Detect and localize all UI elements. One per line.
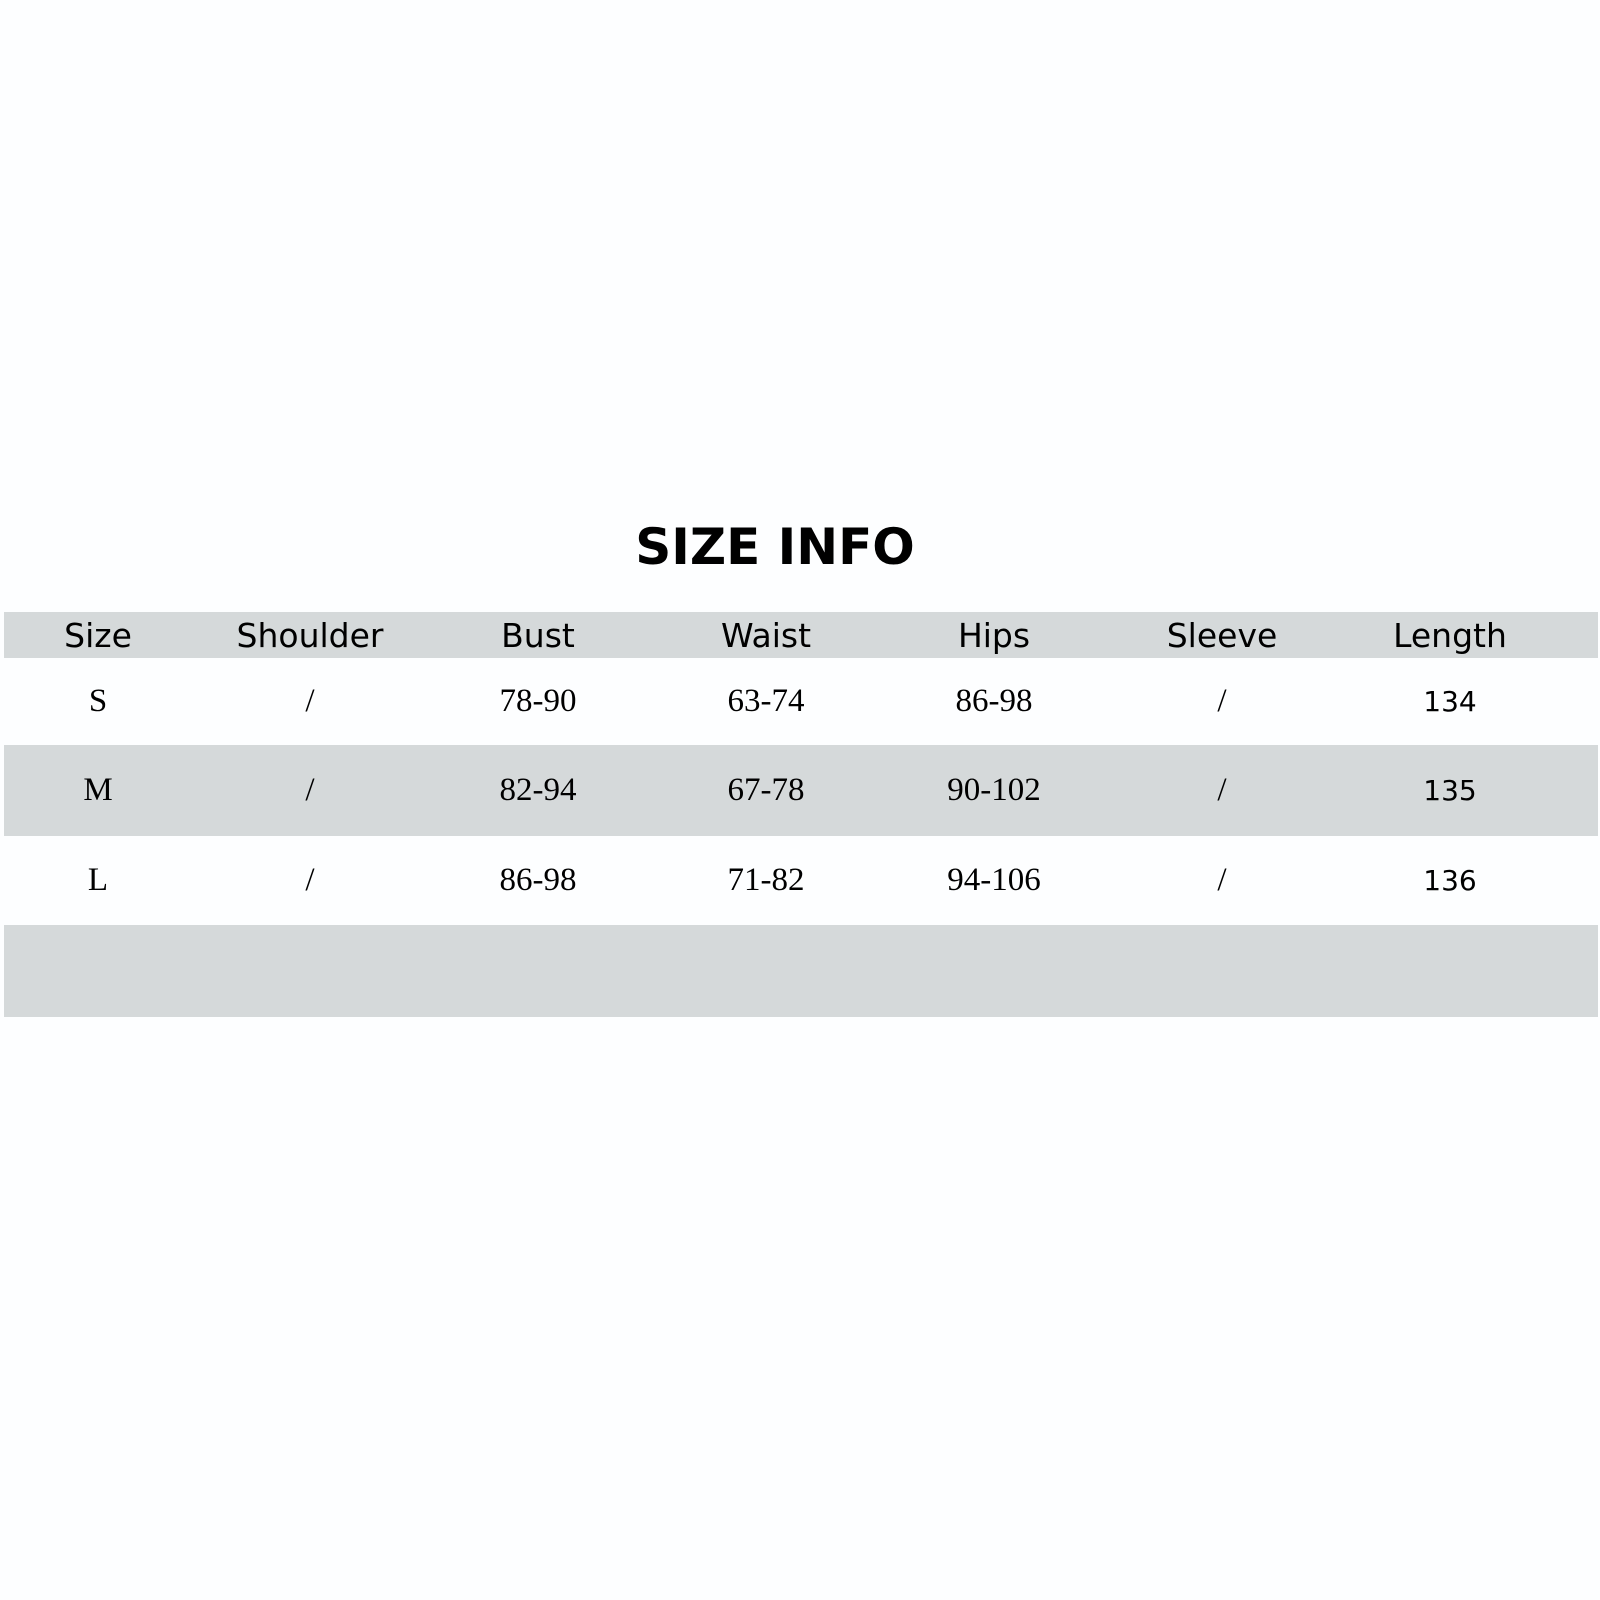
table-row: M / 82-94 67-78 90-102 / 135 [4, 745, 1598, 836]
table-row: L / 86-98 71-82 94-106 / 136 [4, 836, 1598, 925]
table-cell-waist: 63-74 [727, 683, 805, 719]
table-cell-size: M [83, 772, 113, 808]
table-cell-bust: 82-94 [499, 772, 577, 808]
column-header-hips: Hips [957, 615, 1031, 655]
table-cell-waist: 71-82 [727, 862, 805, 898]
table-cell-sleeve: / [1217, 772, 1227, 808]
column-header-size: Size [64, 615, 132, 655]
table-cell-sleeve: / [1217, 683, 1227, 719]
table-cell-size: L [87, 862, 109, 898]
table-cell-shoulder: / [305, 772, 315, 808]
empty-row [4, 925, 1598, 1017]
column-header-waist: Waist [720, 615, 812, 655]
table-cell-length: 135 [1423, 774, 1477, 807]
table-cell-waist: 67-78 [727, 772, 805, 808]
table-cell-sleeve: / [1217, 862, 1227, 898]
table-cell-length: 134 [1423, 685, 1477, 718]
column-header-sleeve: Sleeve [1166, 615, 1278, 655]
table-cell-hips: 86-98 [955, 683, 1033, 719]
table-cell-hips: 94-106 [947, 862, 1041, 898]
table-cell-bust: 86-98 [499, 862, 577, 898]
column-header-shoulder: Shoulder [236, 615, 384, 655]
table-cell-length: 136 [1423, 864, 1477, 897]
table-row: S / 78-90 63-74 86-98 / 134 [4, 658, 1598, 745]
table-cell-shoulder: / [305, 862, 315, 898]
column-header-length: Length [1393, 615, 1507, 655]
column-header-bust: Bust [501, 615, 575, 655]
table-cell-hips: 90-102 [947, 772, 1041, 808]
table-cell-bust: 78-90 [499, 683, 577, 719]
table-cell-size: S [88, 683, 108, 719]
table-cell-shoulder: / [305, 683, 315, 719]
page-title: SIZE INFO [635, 518, 915, 576]
table-header: Size Shoulder Bust Waist Hips Sleeve Length [4, 612, 1598, 658]
